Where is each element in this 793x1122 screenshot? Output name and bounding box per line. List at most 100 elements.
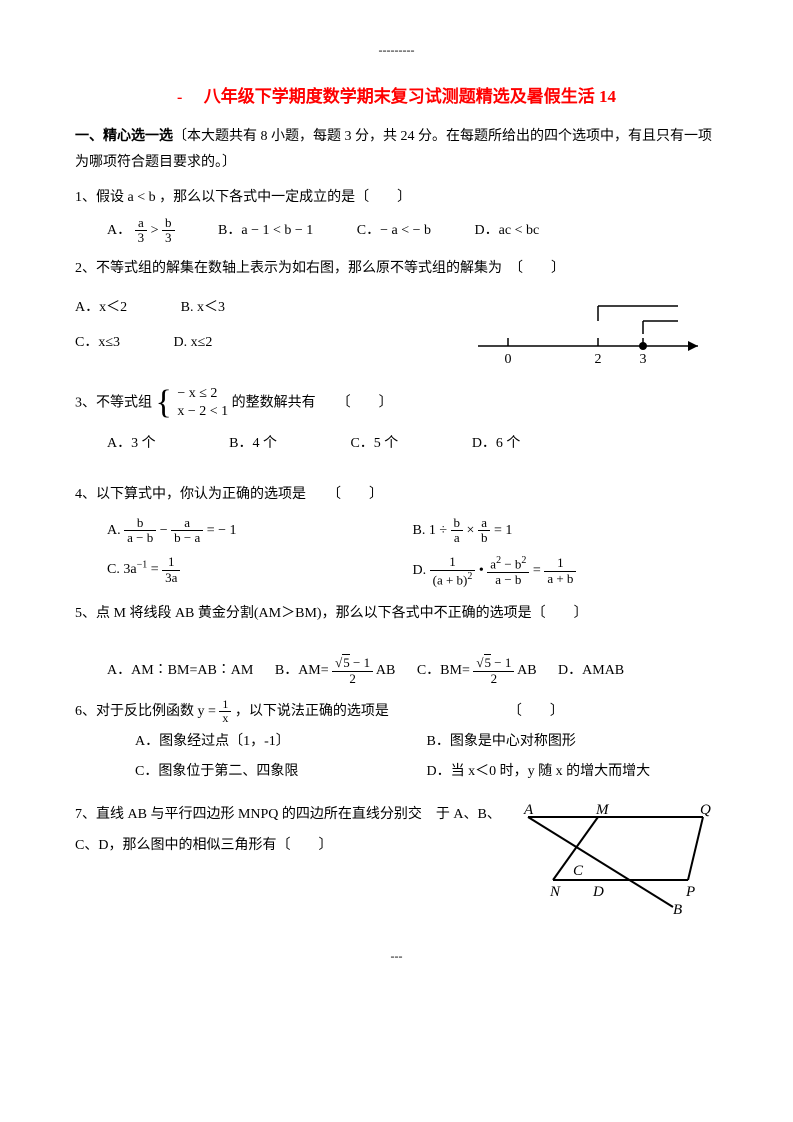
svg-text:A: A [523, 802, 534, 818]
frac: ab [478, 516, 491, 546]
frac-d: a − b [487, 573, 529, 587]
q1a-mid: > [151, 223, 162, 238]
frac-n: a [135, 216, 148, 231]
q4-opt-c: C. 3a−1 = 13a [107, 555, 413, 587]
frac-d: b [478, 531, 491, 545]
post: AB [517, 663, 536, 678]
frac: a2 − b2a − b [487, 555, 529, 587]
pre: C．BM= [417, 663, 470, 678]
exp: −1 [137, 560, 148, 571]
t: − 1 [491, 655, 511, 670]
q2-opt-a: A．x＜2 [75, 295, 127, 320]
q4d-pre: D. [413, 563, 427, 578]
q3-post: 的整数解共有 〔 〕 [232, 395, 393, 410]
frac-n: b [451, 516, 464, 531]
post: AB [376, 663, 395, 678]
q6-post: ，以下说法正确的选项是 〔 〕 [235, 704, 564, 719]
t: − 1 [350, 655, 370, 670]
question-1: 1、假设 a < b ，那么以下各式中一定成立的是〔 〕 A． a3 > b3 … [75, 185, 718, 246]
q3-cases: − x ≤ 2 x − 2 < 1 [177, 385, 228, 421]
svg-text:Q: Q [700, 802, 711, 818]
frac-d: a [451, 531, 464, 545]
frac-n: a [478, 516, 491, 531]
q3-pre: 3、不等式组 [75, 395, 152, 410]
frac-n: √5 − 1 [473, 656, 514, 671]
frac-d: 2 [473, 672, 514, 686]
q1-options: A． a3 > b3 B．a − 1 < b − 1 C．− a < − b D… [107, 216, 718, 246]
frac: ab − a [171, 516, 203, 546]
frac-d: 3 [162, 231, 175, 245]
t: − b [501, 557, 521, 572]
q1a-pre: A． [107, 223, 131, 238]
svg-text:N: N [549, 884, 561, 900]
q7-line1: 7、直线 AB 与平行四边形 MNPQ 的四边所在直线分别交 于 A、B、 [75, 802, 518, 827]
frac-n: a2 − b2 [487, 555, 529, 573]
pre: B．AM= [275, 663, 329, 678]
frac: √5 − 12 [473, 656, 514, 686]
q4a-pre: A. [107, 523, 121, 538]
title-dash: - [177, 89, 182, 106]
frac-d: 3a [162, 571, 180, 585]
question-4: 4、以下算式中，你认为正确的选项是 〔 〕 A. ba − b − ab − a… [75, 482, 718, 587]
frac: ba − b [124, 516, 156, 546]
q6-pre: 6、对于反比例函数 y = [75, 704, 219, 719]
section-label-bold: 一、精心选一选 [75, 129, 173, 144]
q1a-frac2: b3 [162, 216, 175, 246]
title-main: 八年级下学期度数学期末复习试测题精选及暑假生活 14 [204, 87, 616, 106]
brace-icon: { [156, 386, 172, 420]
q5-opt-b: B．AM= √5 − 12 AB [275, 663, 399, 678]
dot: • [479, 563, 487, 578]
minus: − [160, 523, 171, 538]
eq: = − 1 [207, 523, 237, 538]
question-3: 3、不等式组 { − x ≤ 2 x − 2 < 1 的整数解共有 〔 〕 A．… [75, 385, 718, 457]
number-line-figure: 0 2 3 [468, 291, 718, 375]
mid: × [467, 523, 478, 538]
frac: √5 − 12 [332, 656, 373, 686]
frac-d: b − a [171, 531, 203, 545]
svg-text:M: M [595, 802, 610, 818]
geometry-figure: A M Q N D P C B [518, 802, 718, 926]
frac-d: 3 [135, 231, 148, 245]
q5-stem: 5、点 M 将线段 AB 黄金分割(AM＞BM)，那么以下各式中不正确的选项是〔… [75, 601, 718, 626]
frac-n: a [171, 516, 203, 531]
header-dash: --------- [75, 40, 718, 62]
svg-text:D: D [592, 884, 604, 900]
q1-opt-b: B．a − 1 < b − 1 [218, 218, 313, 243]
question-5: 5、点 M 将线段 AB 黄金分割(AM＞BM)，那么以下各式中不正确的选项是〔… [75, 601, 718, 686]
svg-text:0: 0 [505, 352, 512, 366]
q3-options: A．3 个 B．4 个 C．5 个 D．6 个 [107, 431, 718, 456]
frac-d: a − b [124, 531, 156, 545]
radicand: 5 [484, 654, 492, 670]
eq: = 1 [494, 523, 512, 538]
q7-text: 7、直线 AB 与平行四边形 MNPQ 的四边所在直线分别交 于 A、B、 C、… [75, 802, 518, 858]
svg-text:3: 3 [640, 352, 647, 366]
question-2: 2、不等式组的解集在数轴上表示为如右图，那么原不等式组的解集为 〔 〕 A．x＜… [75, 256, 718, 375]
frac-n: b [162, 216, 175, 231]
frac: 1x [219, 698, 231, 725]
frac-n: 1 [162, 555, 180, 570]
mid: = [151, 562, 162, 577]
radicand: 5 [342, 654, 350, 670]
frac: ba [451, 516, 464, 546]
section-header: 一、精心选一选〔本大题共有 8 小题，每题 3 分，共 24 分。在每题所给出的… [75, 124, 718, 174]
title-row: - 八年级下学期度数学期末复习试测题精选及暑假生活 14 [75, 82, 718, 113]
footer-dash: --- [75, 946, 718, 968]
frac-n: b [124, 516, 156, 531]
q6-opt-d: D．当 x＜0 时，y 随 x 的增大而增大 [427, 759, 719, 784]
q4-stem: 4、以下算式中，你认为正确的选项是 〔 〕 [75, 482, 718, 507]
q5-opt-d: D．AMAB [558, 663, 624, 678]
q4-opt-b: B. 1 ÷ ba × ab = 1 [413, 516, 719, 546]
svg-text:P: P [685, 884, 695, 900]
frac-d: x [219, 712, 231, 725]
q6-opt-c: C．图象位于第二、四象限 [135, 759, 427, 784]
text: (a + b) [433, 572, 468, 587]
sqrt-icon: √ [476, 655, 483, 670]
frac-d: (a + b)2 [430, 571, 476, 588]
q4-opt-d: D. 1(a + b)2 • a2 − b2a − b = 1a + b [413, 555, 719, 587]
q2-options: A．x＜2 B. x＜3 C．x≤3 D. x≤2 [75, 295, 468, 355]
q1-opt-d: D．ac < bc [475, 218, 540, 243]
q5-opt-a: A．AM∶BM=AB∶AM [107, 663, 253, 678]
frac: 1a + b [544, 556, 576, 586]
q1-opt-a: A． a3 > b3 [107, 216, 175, 246]
q3-case2: x − 2 < 1 [177, 403, 228, 421]
